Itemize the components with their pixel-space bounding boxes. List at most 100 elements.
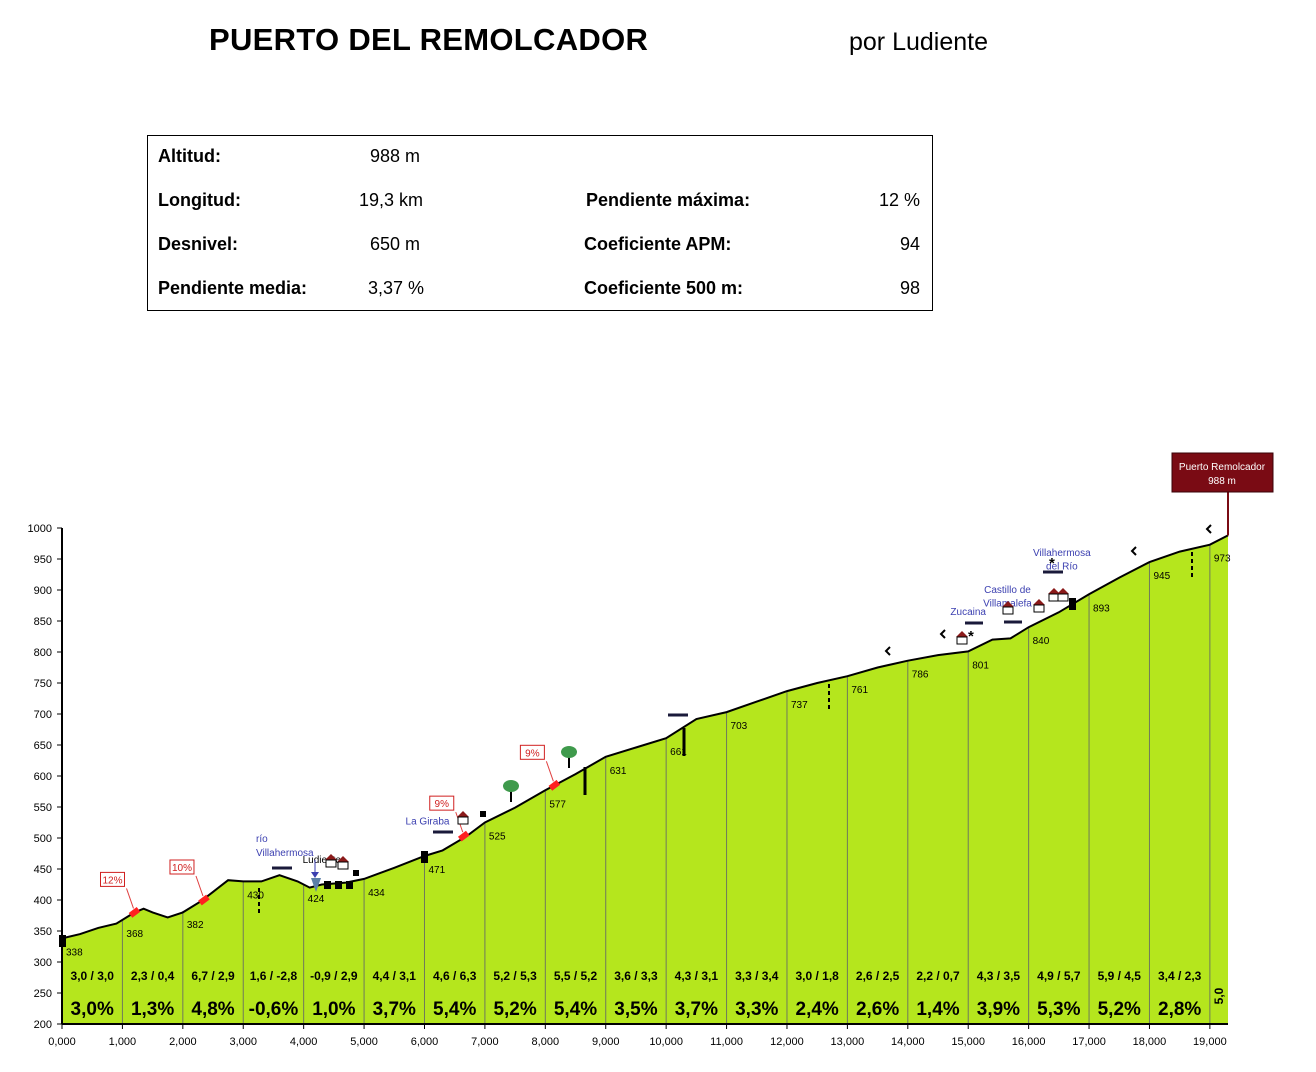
segment-average-gradient: 3,7%: [373, 999, 416, 1020]
segment-sub-gradient: -0,9 / 2,9: [310, 969, 358, 983]
place-label: Villahermosa: [1033, 548, 1091, 559]
x-tick-label: 1,000: [109, 1036, 137, 1048]
steep-callout-line: [195, 875, 204, 897]
coef-apm-label: Coeficiente APM:: [584, 234, 732, 254]
x-tick-label: 13,000: [831, 1036, 865, 1048]
chevron-left-icon: [1130, 546, 1137, 556]
steep-callout-box: [429, 795, 455, 811]
y-tick-label: 950: [34, 554, 52, 566]
star-icon: *: [1049, 555, 1055, 572]
bridge-icon: [421, 851, 428, 863]
river-label: Villahermosa: [256, 848, 314, 859]
segment-sub-gradient: 5,2 / 5,3: [493, 969, 537, 983]
house-icon: [325, 859, 337, 868]
segment-average-gradient: 3,7%: [675, 999, 718, 1020]
pendiente-maxima-value: 12 %: [878, 190, 920, 210]
stats-box: Altitud: 988 m Longitud: 19,3 km Desnive…: [147, 135, 933, 311]
x-tick-label: 4,000: [290, 1036, 318, 1048]
altitude-label: 945: [1153, 571, 1170, 582]
steep-callout-label: 12%: [102, 875, 122, 886]
segment-average-gradient: 1,0%: [312, 999, 355, 1020]
altitude-label: 973: [1214, 554, 1231, 565]
desnivel-value: 650 m: [370, 234, 421, 254]
summit-altitude: 988 m: [1208, 476, 1236, 487]
church-icon: [353, 870, 359, 876]
steep-callout-line: [545, 761, 554, 782]
x-tick-label: 19,000: [1193, 1036, 1227, 1048]
x-tick-label: 8,000: [532, 1036, 560, 1048]
building-icon: [346, 881, 353, 889]
river-arrow-head-icon: [311, 872, 319, 878]
tree-icon: [503, 780, 519, 792]
segment-sub-gradient: 3,6 / 3,3: [614, 969, 658, 983]
church-icon: [480, 811, 486, 817]
house-roof-icon: [457, 811, 469, 817]
x-tick-label: 11,000: [710, 1036, 743, 1048]
profile-line: [61, 534, 1229, 940]
pendiente-media-value: 3,37 %: [368, 278, 425, 298]
place-label: del Río: [1046, 562, 1078, 573]
summit-box: [1171, 452, 1274, 493]
segment-sub-gradient: 3,0 / 3,0: [71, 969, 115, 983]
altitude-label: 703: [731, 721, 748, 732]
desnivel-label: Desnivel:: [158, 234, 239, 254]
altitude-label: 577: [549, 799, 566, 810]
segment-average-gradient: 2,8%: [1158, 999, 1201, 1020]
house-icon: [1002, 606, 1014, 615]
x-tick-label: 3,000: [229, 1036, 257, 1048]
altitude-label: 761: [851, 685, 868, 696]
steep-section-mark: [548, 779, 561, 791]
y-tick-label: 1000: [28, 523, 52, 535]
steep-section-mark: [457, 830, 470, 842]
y-tick-label: 700: [34, 709, 52, 721]
segment-average-gradient: -0,6%: [249, 999, 299, 1020]
altitude-label: 631: [610, 766, 627, 777]
steep-callout-label: 9%: [525, 748, 540, 759]
y-tick-label: 750: [34, 678, 52, 690]
steep-callout-line: [126, 888, 134, 909]
author-label: por Ludiente: [849, 28, 989, 56]
x-tick-label: 5,000: [350, 1036, 378, 1048]
segment-average-gradient: 3,9%: [977, 999, 1020, 1020]
altitude-label: 801: [972, 660, 989, 671]
steep-callout-label: 9%: [435, 799, 450, 810]
y-tick-label: 550: [34, 802, 52, 814]
segment-sub-gradient: 5,9 / 4,5: [1098, 969, 1142, 983]
y-tick-label: 900: [34, 585, 52, 597]
altitude-label: 786: [912, 670, 929, 681]
segment-sub-gradient: 4,6 / 6,3: [433, 969, 477, 983]
altitude-label: 525: [489, 832, 506, 843]
steep-callout-box: [519, 744, 545, 760]
segment-sub-gradient: 2,6 / 2,5: [856, 969, 900, 983]
segment-sub-gradient: 4,3 / 3,5: [977, 969, 1021, 983]
segment-sub-gradient: 3,0 / 1,8: [795, 969, 839, 983]
segment-sub-gradient: 3,4 / 2,3: [1158, 969, 1202, 983]
coef-500-value: 98: [899, 278, 920, 298]
segment-average-gradient: 5,4%: [433, 999, 476, 1020]
segment-sub-gradient: 4,4 / 3,1: [373, 969, 417, 983]
steep-callout-label: 10%: [172, 863, 192, 874]
bridge-icon: [59, 935, 66, 947]
house-icon: [337, 861, 349, 870]
river-crossing-icon: [311, 878, 321, 892]
steep-callout-box: [99, 871, 125, 887]
segment-average-gradient: 2,4%: [796, 999, 839, 1020]
altitud-label: Altitud:: [158, 146, 221, 166]
house-roof-icon: [1048, 588, 1060, 594]
house-roof-icon: [325, 854, 337, 860]
y-tick-label: 500: [34, 833, 52, 845]
house-icon: [1033, 604, 1045, 613]
house-icon: [457, 816, 469, 825]
x-tick-label: 10,000: [649, 1036, 683, 1048]
segment-average-gradient: 3,0%: [71, 999, 114, 1020]
house-roof-icon: [1057, 588, 1069, 594]
segment-average-gradient: 2,6%: [856, 999, 899, 1020]
coef-apm-value: 94: [899, 234, 920, 254]
x-tick-label: 15,000: [951, 1036, 985, 1048]
x-tick-label: 2,000: [169, 1036, 197, 1048]
x-tick-label: 18,000: [1133, 1036, 1167, 1048]
x-tick-label: 7,000: [471, 1036, 499, 1048]
altitud-value: 988 m: [370, 146, 421, 166]
coef-500-label: Coeficiente 500 m:: [584, 278, 744, 298]
